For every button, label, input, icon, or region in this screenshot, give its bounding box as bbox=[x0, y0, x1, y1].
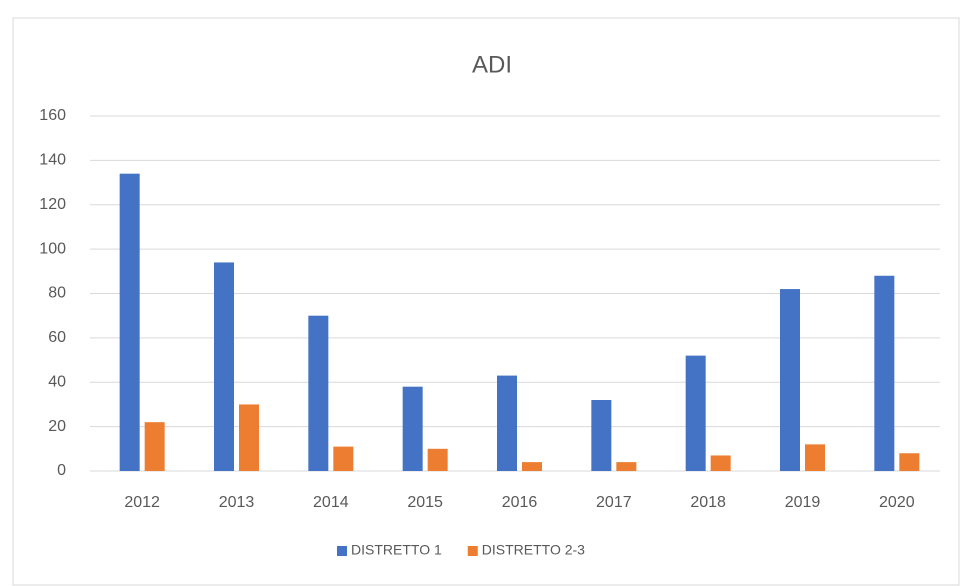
y-tick-label: 140 bbox=[39, 152, 66, 169]
bar bbox=[427, 448, 448, 471]
bar bbox=[239, 404, 259, 471]
y-tick-label: 20 bbox=[48, 418, 66, 435]
chart-title: ADI bbox=[472, 51, 512, 78]
y-tick-label: 160 bbox=[39, 107, 66, 124]
x-tick-label: 2017 bbox=[596, 494, 632, 511]
bar bbox=[144, 422, 165, 471]
bar bbox=[497, 375, 517, 471]
bar bbox=[899, 453, 920, 471]
y-tick-label: 80 bbox=[48, 285, 66, 302]
y-tick-label: 40 bbox=[48, 373, 66, 390]
bar bbox=[308, 315, 329, 471]
legend-label: DISTRETTO 1 bbox=[351, 542, 442, 558]
bar bbox=[119, 173, 140, 471]
y-tick-label: 60 bbox=[48, 329, 66, 346]
bar bbox=[591, 400, 612, 471]
bar bbox=[805, 444, 825, 471]
bar bbox=[333, 446, 354, 471]
bar bbox=[214, 262, 234, 471]
y-tick-label: 100 bbox=[39, 240, 66, 257]
x-tick-label: 2012 bbox=[124, 494, 160, 511]
bar bbox=[402, 386, 423, 471]
x-tick-label: 2018 bbox=[690, 494, 726, 511]
bar bbox=[522, 462, 542, 471]
bar bbox=[616, 462, 637, 471]
x-tick-label: 2014 bbox=[313, 494, 349, 511]
y-tick-label: 0 bbox=[57, 462, 66, 479]
y-tick-label: 120 bbox=[39, 196, 66, 213]
chart-border bbox=[12, 17, 960, 586]
legend-swatch bbox=[337, 546, 347, 556]
bar bbox=[685, 355, 706, 471]
bar bbox=[710, 455, 731, 471]
bar bbox=[874, 275, 895, 471]
x-tick-label: 2020 bbox=[879, 494, 915, 511]
bar bbox=[780, 289, 800, 471]
x-tick-label: 2015 bbox=[407, 494, 443, 511]
x-tick-label: 2013 bbox=[219, 494, 255, 511]
legend-swatch bbox=[467, 546, 478, 556]
x-tick-label: 2016 bbox=[502, 494, 538, 511]
legend-label: DISTRETTO 2-3 bbox=[482, 542, 585, 558]
x-tick-label: 2019 bbox=[785, 494, 821, 511]
